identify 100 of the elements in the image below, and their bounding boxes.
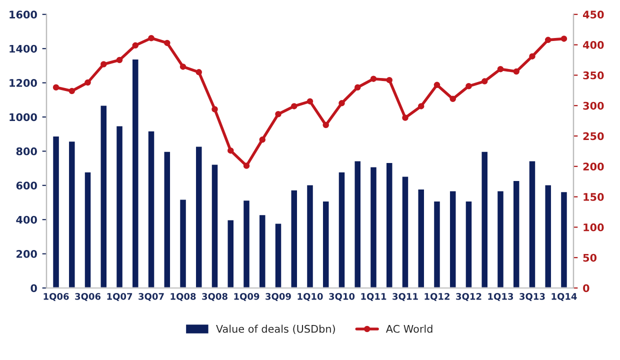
y2-tick-label: 250 [583, 132, 604, 140]
point [497, 66, 504, 72]
point [180, 64, 186, 70]
bar [226, 218, 235, 288]
y-tick-label: 200 [16, 250, 37, 258]
point [132, 42, 139, 49]
bar [337, 171, 346, 288]
point [116, 56, 123, 64]
point [100, 61, 107, 68]
point [370, 76, 377, 82]
x-tick-label: 3Q13 [520, 293, 545, 302]
bar [290, 188, 298, 288]
y2-tick-label: 300 [583, 102, 604, 110]
point [402, 114, 408, 121]
y2-tick-label: 450 [582, 10, 604, 19]
y-tick-label: 400 [16, 216, 37, 224]
x-tick-label: 1Q08 [170, 293, 196, 302]
point [306, 98, 314, 104]
x-tick-label: 3Q06 [75, 293, 101, 302]
bar [353, 160, 362, 288]
bar [464, 200, 473, 288]
point [386, 76, 392, 84]
x-tick-label: 1Q13 [488, 293, 514, 302]
y2-tick-label: 350 [583, 71, 604, 80]
bar [369, 166, 378, 288]
point [322, 122, 329, 128]
point [418, 103, 424, 110]
bar [496, 190, 505, 288]
bar [306, 184, 314, 288]
x-tick-label: 3Q11 [392, 293, 418, 302]
y-tick-label: 800 [16, 147, 37, 156]
bar [68, 140, 76, 288]
point [529, 53, 536, 60]
bar [385, 162, 394, 288]
bar [448, 190, 458, 288]
point [544, 36, 552, 44]
x-tick-label: 3Q07 [138, 293, 164, 302]
bar [242, 199, 251, 288]
bar [131, 58, 140, 288]
bar [84, 171, 92, 288]
bar [178, 198, 188, 288]
point [164, 40, 170, 46]
point [450, 96, 456, 102]
point [513, 68, 520, 75]
legend-label: AC World [386, 324, 432, 333]
point [228, 147, 234, 154]
point [148, 34, 154, 42]
point [481, 78, 488, 84]
bar [99, 104, 108, 288]
bar [560, 190, 568, 288]
bar [162, 150, 172, 288]
bar [258, 214, 267, 288]
bar [400, 175, 410, 288]
point [338, 100, 345, 106]
bar [512, 180, 521, 288]
point [52, 84, 60, 90]
bar [528, 160, 536, 288]
bar [210, 163, 220, 288]
y-tick-label: 600 [16, 182, 37, 190]
point [466, 83, 472, 90]
point [275, 110, 282, 118]
x-tick-label: 3Q10 [329, 293, 355, 302]
legend-label: Value of deals (USDbn) [216, 324, 335, 334]
y-tick-label: 1600 [10, 10, 37, 19]
bar [194, 145, 204, 288]
bar [147, 130, 156, 288]
y2-tick-label: 200 [583, 162, 604, 171]
point [259, 136, 266, 143]
point [84, 79, 91, 86]
x-tick-label: 1Q11 [361, 293, 386, 302]
point [354, 84, 361, 90]
x-tick-label: 3Q09 [266, 293, 291, 302]
y-tick-label: 1000 [10, 113, 37, 122]
x-tick-label: 1Q09 [234, 293, 260, 302]
x-tick-label: 1Q14 [552, 293, 577, 302]
y-tick-label: 0 [30, 284, 37, 292]
x-tick-label: 1Q07 [107, 293, 132, 302]
y2-tick-label: 50 [583, 254, 597, 262]
x-tick-label: 1Q12 [424, 293, 450, 302]
point [212, 106, 218, 112]
x-tick-label: 3Q12 [456, 293, 482, 302]
y-tick-label: 1400 [10, 44, 37, 53]
y2-tick-label: 0 [583, 284, 590, 292]
point [434, 82, 440, 88]
point [560, 36, 568, 42]
y2-tick-label: 100 [584, 223, 604, 232]
bar [115, 124, 124, 288]
point [243, 162, 250, 169]
x-tick-label: 1Q10 [298, 293, 323, 302]
point [68, 88, 76, 94]
bar [416, 188, 426, 288]
y2-tick-label: 400 [582, 41, 604, 49]
y-tick-label: 1200 [10, 79, 37, 87]
bar [544, 184, 552, 288]
point [291, 103, 298, 110]
bar [274, 222, 283, 288]
bar [322, 200, 330, 288]
bar [52, 135, 60, 288]
x-tick-label: 3Q08 [202, 293, 228, 302]
x-tick-label: 1Q06 [44, 293, 69, 302]
